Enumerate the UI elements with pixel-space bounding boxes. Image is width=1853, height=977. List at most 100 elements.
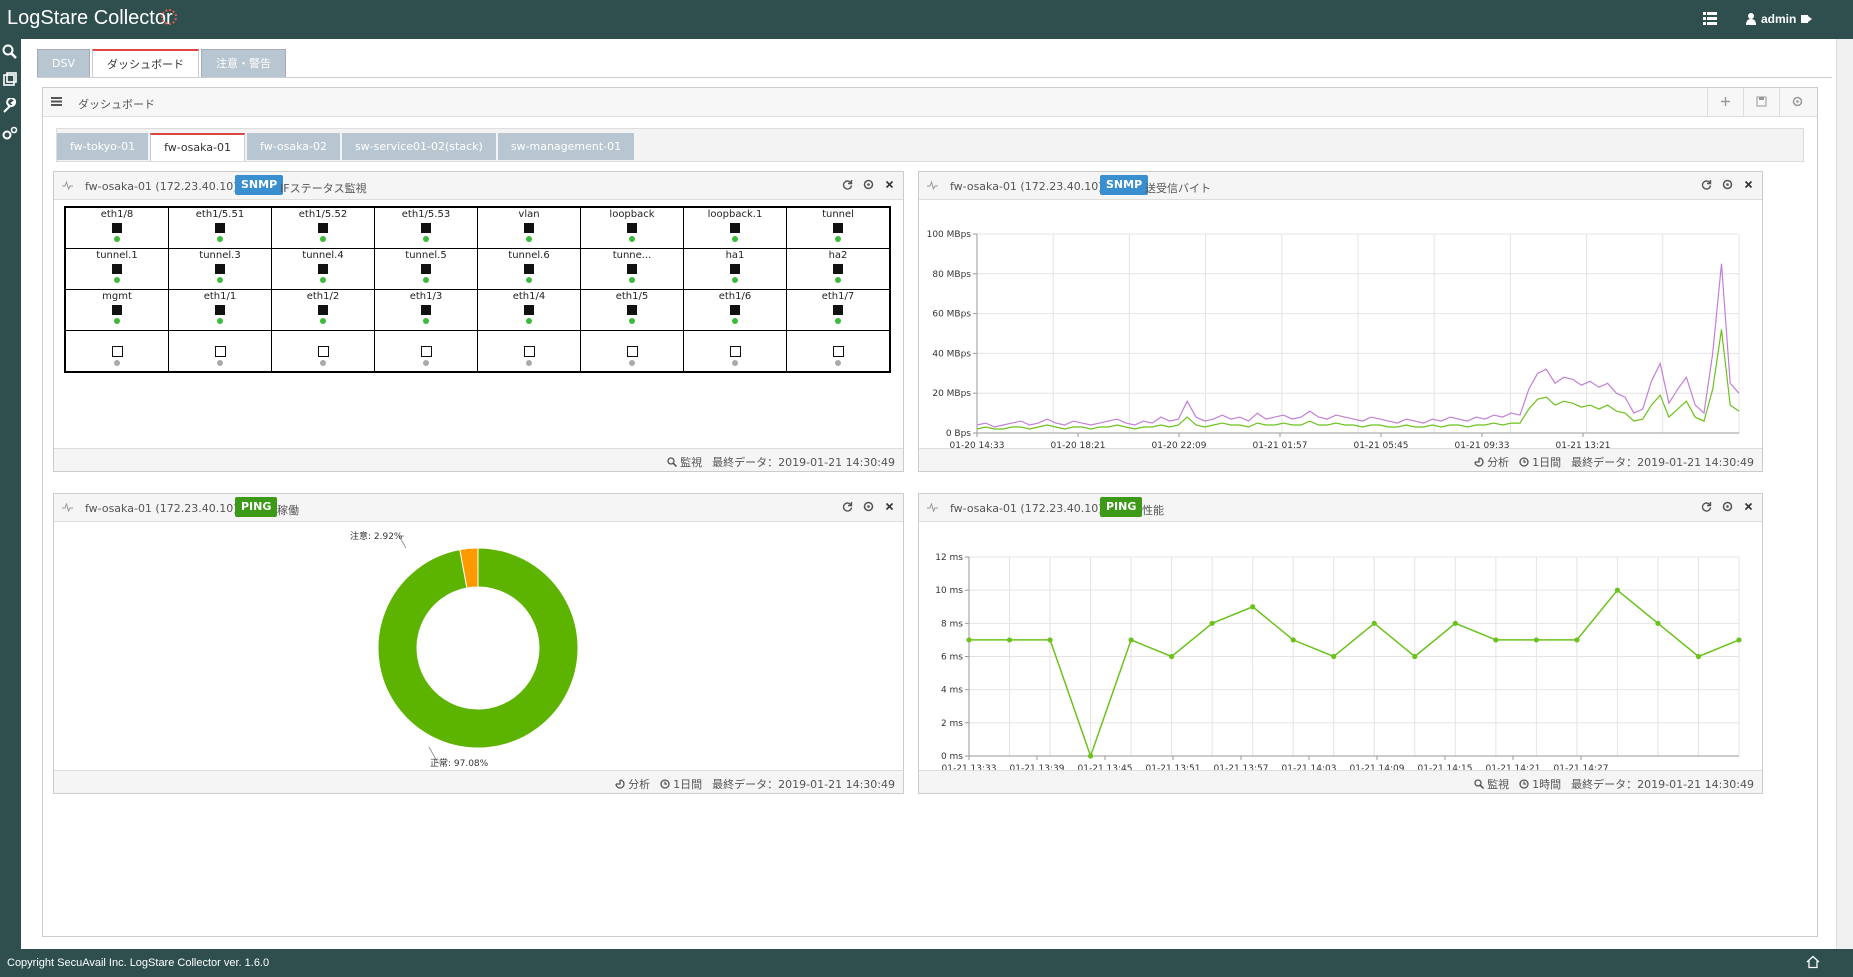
gear-icon[interactable] [1722, 501, 1733, 512]
data-point [1087, 753, 1094, 759]
snmp-badge: SNMP [1100, 175, 1149, 195]
data-point [1331, 653, 1337, 660]
refresh-icon[interactable] [842, 501, 853, 512]
add-button[interactable] [1707, 88, 1744, 116]
if-cell[interactable] [271, 330, 375, 373]
if-name: tunnel.4 [302, 250, 344, 261]
last-data: 最終データ：2019-01-21 14:30:49 [1571, 456, 1754, 469]
if-cell[interactable]: loopback [580, 206, 684, 249]
if-cell[interactable]: tunnel.6 [477, 248, 581, 290]
book-icon[interactable] [2, 72, 18, 88]
user-menu[interactable]: admin [1746, 12, 1813, 26]
tab-dsv[interactable]: DSV [37, 49, 90, 77]
x-tick-label: 01-21 13:57 [1214, 764, 1269, 772]
if-cell[interactable] [168, 330, 272, 373]
if-cell[interactable]: eth1/5 [580, 289, 684, 331]
if-cell[interactable]: ha1 [683, 248, 787, 290]
port-up-icon [215, 305, 225, 315]
monitor-link[interactable]: 監視 [667, 454, 702, 470]
if-cell[interactable] [683, 330, 787, 373]
close-icon[interactable] [884, 179, 895, 190]
close-icon[interactable] [1743, 501, 1754, 512]
panel-subtitle: IFステータス監視 [280, 182, 367, 195]
if-cell[interactable] [374, 330, 478, 373]
wrench-icon[interactable] [2, 98, 18, 114]
data-point [1574, 637, 1580, 643]
analysis-link[interactable]: 分析 [1474, 454, 1509, 470]
data-point [1006, 637, 1013, 643]
status-unknown-dot [217, 360, 223, 366]
refresh-icon[interactable] [1701, 179, 1712, 190]
refresh-icon[interactable] [1701, 501, 1712, 512]
status-unknown-dot [320, 360, 326, 366]
tab-alerts[interactable]: 注意・警告 [200, 49, 286, 77]
gear-icon[interactable] [1722, 179, 1733, 190]
tab-sw-management-01[interactable]: sw-management-01 [497, 133, 635, 160]
data-point [1533, 637, 1539, 643]
if-cell[interactable]: eth1/2 [271, 289, 375, 331]
if-cell[interactable]: mgmt [64, 289, 169, 331]
if-cell[interactable]: eth1/5.52 [271, 206, 375, 249]
period-selector[interactable]: 1日間 [660, 776, 702, 792]
tab-sw-service01-02[interactable]: sw-service01-02(stack) [341, 133, 496, 160]
if-row: tunnel.1 tunnel.3 tunnel.4 tunnel.5 tunnel.6… [64, 248, 891, 290]
if-cell[interactable]: eth1/4 [477, 289, 581, 331]
if-cell[interactable]: ha2 [786, 248, 891, 290]
if-cell[interactable] [477, 330, 581, 373]
refresh-icon[interactable] [842, 179, 853, 190]
monitor-link[interactable]: 監視 [1474, 776, 1509, 792]
if-cell[interactable]: eth1/5.51 [168, 206, 272, 249]
analysis-link[interactable]: 分析 [615, 776, 650, 792]
if-cell[interactable]: eth1/3 [374, 289, 478, 331]
panel-host: fw-osaka-01 (172.23.40.10) [85, 502, 238, 515]
list-icon[interactable] [1703, 12, 1717, 25]
search-icon[interactable] [2, 44, 18, 60]
save-button[interactable] [1743, 88, 1780, 116]
period-selector[interactable]: 1日間 [1519, 454, 1561, 470]
close-icon[interactable] [884, 501, 895, 512]
tab-fw-osaka-01[interactable]: fw-osaka-01 [150, 133, 246, 161]
port-up-icon [112, 264, 122, 274]
close-icon[interactable] [1743, 179, 1754, 190]
y-tick-label: 6 ms [941, 653, 963, 663]
home-icon[interactable] [1806, 955, 1820, 969]
if-cell[interactable]: vlan [477, 206, 581, 249]
x-tick-label: 01-21 14:15 [1418, 764, 1473, 772]
hamburger-menu-icon[interactable] [51, 97, 62, 106]
port-up-icon [112, 223, 122, 233]
gear-icon[interactable] [863, 179, 874, 190]
tab-fw-tokyo-01[interactable]: fw-tokyo-01 [57, 133, 149, 160]
if-cell[interactable] [64, 330, 169, 373]
main-tabs: DSV ダッシュボード 注意・警告 [37, 49, 286, 78]
pulse-icon [62, 181, 73, 190]
period-label: 1日間 [673, 778, 703, 791]
if-cell[interactable]: eth1/8 [64, 206, 169, 249]
settings-button[interactable] [1779, 88, 1816, 116]
tab-fw-osaka-02[interactable]: fw-osaka-02 [247, 133, 340, 160]
if-cell[interactable]: eth1/6 [683, 289, 787, 331]
x-tick-label: 01-20 14:33 [950, 441, 1005, 450]
if-cell[interactable]: tunnel.5 [374, 248, 478, 290]
if-cell[interactable]: tunnel.3 [168, 248, 272, 290]
if-cell[interactable]: eth1/1 [168, 289, 272, 331]
if-cell[interactable]: tunnel [786, 206, 891, 249]
gear-icon[interactable] [863, 501, 874, 512]
if-cell[interactable]: eth1/7 [786, 289, 891, 331]
if-cell[interactable] [580, 330, 684, 373]
if-name: vlan [518, 209, 540, 220]
if-cell[interactable]: tunnel.1 [64, 248, 169, 290]
if-name: tunne... [612, 250, 652, 261]
if-cell[interactable]: eth1/5.53 [374, 206, 478, 249]
port-up-icon [833, 223, 843, 233]
snmp-badge: SNMP [235, 175, 284, 195]
traffic-chart: 0 Bps 20 MBps 40 MBps 60 MBps 80 MBps 100 MBp… [927, 230, 1740, 450]
if-cell[interactable]: loopback.1 [683, 206, 787, 249]
if-cell[interactable]: tunne... [580, 248, 684, 290]
tab-dashboard[interactable]: ダッシュボード [91, 49, 199, 78]
scrollbar[interactable] [1836, 39, 1853, 949]
period-selector[interactable]: 1時間 [1519, 776, 1561, 792]
if-cell[interactable] [786, 330, 891, 373]
gears-icon[interactable] [2, 125, 18, 141]
panel-subtitle: 送受信バイト [1145, 182, 1211, 195]
if-cell[interactable]: tunnel.4 [271, 248, 375, 290]
